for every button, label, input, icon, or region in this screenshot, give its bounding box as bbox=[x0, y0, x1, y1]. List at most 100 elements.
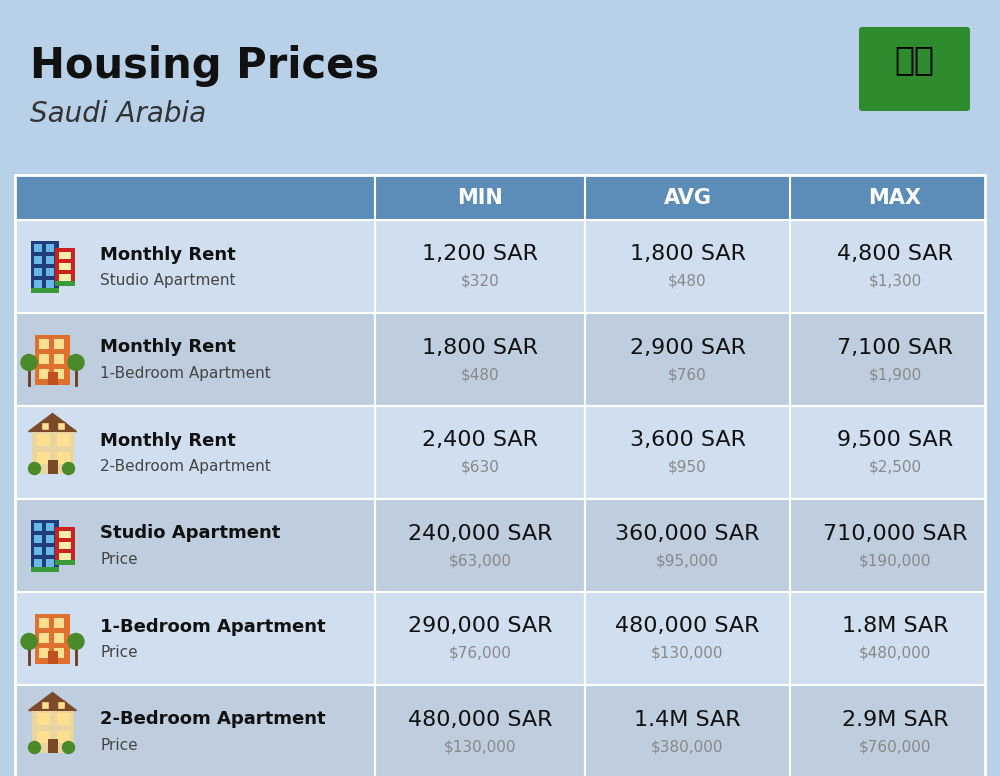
Text: 1.8M SAR: 1.8M SAR bbox=[842, 616, 948, 636]
Text: 2,900 SAR: 2,900 SAR bbox=[630, 338, 746, 358]
FancyBboxPatch shape bbox=[859, 27, 970, 111]
Bar bbox=[46, 268, 54, 275]
Bar bbox=[48, 650, 58, 663]
Bar bbox=[15, 220, 985, 313]
Bar bbox=[15, 313, 985, 406]
Text: Monthly Rent: Monthly Rent bbox=[100, 431, 236, 449]
Bar bbox=[58, 273, 70, 280]
Polygon shape bbox=[28, 692, 76, 711]
Text: Monthly Rent: Monthly Rent bbox=[100, 245, 236, 264]
Bar bbox=[54, 280, 74, 286]
Bar bbox=[56, 421, 64, 429]
Text: $130,000: $130,000 bbox=[444, 739, 516, 754]
Bar bbox=[34, 244, 42, 251]
Text: 7,100 SAR: 7,100 SAR bbox=[837, 338, 953, 358]
Bar bbox=[48, 739, 58, 753]
Text: 3,600 SAR: 3,600 SAR bbox=[630, 431, 746, 451]
Circle shape bbox=[68, 633, 84, 650]
Bar bbox=[40, 701, 48, 708]
Bar bbox=[30, 519, 58, 571]
Bar bbox=[46, 535, 54, 542]
Bar bbox=[34, 546, 42, 555]
Circle shape bbox=[62, 742, 74, 753]
Bar bbox=[54, 338, 64, 348]
Bar bbox=[30, 287, 58, 293]
Text: $95,000: $95,000 bbox=[656, 553, 719, 568]
Bar bbox=[54, 618, 64, 628]
Bar bbox=[35, 334, 70, 384]
Text: 4,800 SAR: 4,800 SAR bbox=[837, 244, 953, 265]
Bar bbox=[15, 685, 985, 776]
Bar bbox=[54, 647, 64, 657]
Bar bbox=[54, 632, 64, 643]
Bar bbox=[34, 559, 42, 566]
Bar bbox=[58, 553, 70, 559]
Text: 290,000 SAR: 290,000 SAR bbox=[408, 616, 552, 636]
Bar bbox=[58, 262, 70, 269]
Bar bbox=[36, 434, 50, 445]
Text: 🇸🇦: 🇸🇦 bbox=[895, 43, 934, 76]
Bar bbox=[15, 406, 985, 499]
Bar bbox=[36, 452, 50, 463]
Bar bbox=[46, 546, 54, 555]
Bar bbox=[36, 712, 50, 725]
Circle shape bbox=[28, 462, 40, 474]
Bar bbox=[32, 431, 74, 473]
Text: 2-Bedroom Apartment: 2-Bedroom Apartment bbox=[100, 459, 271, 474]
Bar bbox=[46, 559, 54, 566]
Bar bbox=[54, 559, 74, 564]
Bar bbox=[39, 618, 49, 628]
Text: 1-Bedroom Apartment: 1-Bedroom Apartment bbox=[100, 366, 271, 381]
Bar bbox=[54, 354, 64, 363]
Text: $130,000: $130,000 bbox=[651, 646, 724, 661]
Circle shape bbox=[28, 742, 40, 753]
Text: AVG: AVG bbox=[664, 188, 712, 207]
Bar bbox=[30, 241, 58, 293]
Bar bbox=[39, 647, 49, 657]
Bar bbox=[56, 730, 70, 743]
Text: $1,300: $1,300 bbox=[868, 274, 922, 289]
Bar bbox=[58, 542, 70, 549]
Text: Price: Price bbox=[100, 552, 138, 567]
Text: Saudi Arabia: Saudi Arabia bbox=[30, 100, 206, 128]
Text: 1,200 SAR: 1,200 SAR bbox=[422, 244, 538, 265]
Bar bbox=[39, 632, 49, 643]
Circle shape bbox=[21, 633, 37, 650]
Bar bbox=[34, 268, 42, 275]
Text: 710,000 SAR: 710,000 SAR bbox=[823, 524, 967, 543]
Text: 240,000 SAR: 240,000 SAR bbox=[408, 524, 552, 543]
Text: $190,000: $190,000 bbox=[859, 553, 931, 568]
Text: 1,800 SAR: 1,800 SAR bbox=[630, 244, 746, 265]
Bar bbox=[39, 338, 49, 348]
Bar bbox=[58, 531, 70, 538]
Bar bbox=[15, 592, 985, 685]
Bar bbox=[54, 248, 74, 286]
Text: 1,800 SAR: 1,800 SAR bbox=[422, 338, 538, 358]
Text: $480,000: $480,000 bbox=[859, 646, 931, 661]
Bar bbox=[48, 459, 58, 473]
Bar bbox=[58, 251, 70, 258]
Bar bbox=[35, 614, 70, 663]
Bar bbox=[39, 369, 49, 379]
Text: MIN: MIN bbox=[457, 188, 503, 207]
Text: $480: $480 bbox=[668, 274, 707, 289]
Bar bbox=[56, 434, 70, 445]
Bar bbox=[32, 711, 74, 753]
Text: Price: Price bbox=[100, 645, 138, 660]
Bar bbox=[34, 522, 42, 531]
Text: 2-Bedroom Apartment: 2-Bedroom Apartment bbox=[100, 711, 326, 729]
Bar bbox=[30, 566, 58, 571]
Text: 9,500 SAR: 9,500 SAR bbox=[837, 431, 953, 451]
Text: 2.9M SAR: 2.9M SAR bbox=[842, 709, 948, 729]
Bar bbox=[54, 526, 74, 564]
Circle shape bbox=[68, 355, 84, 370]
Text: Monthly Rent: Monthly Rent bbox=[100, 338, 236, 356]
Text: $380,000: $380,000 bbox=[651, 739, 724, 754]
Text: $480: $480 bbox=[461, 367, 499, 382]
Bar bbox=[15, 175, 985, 776]
Bar bbox=[46, 279, 54, 287]
Text: 360,000 SAR: 360,000 SAR bbox=[615, 524, 760, 543]
Polygon shape bbox=[28, 414, 76, 431]
Text: Studio Apartment: Studio Apartment bbox=[100, 273, 236, 288]
Text: $320: $320 bbox=[461, 274, 499, 289]
